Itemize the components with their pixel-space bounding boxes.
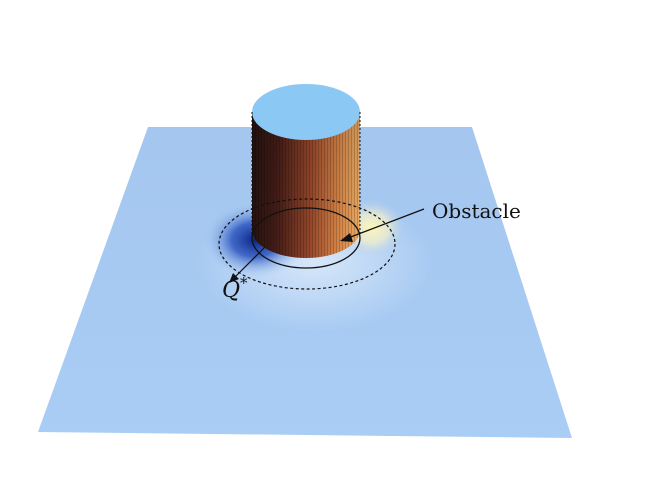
q-region-boundary bbox=[218, 198, 396, 290]
obstacle-label: Obstacle bbox=[432, 199, 521, 223]
obstacle-footprint bbox=[251, 207, 361, 269]
q-label: Q* bbox=[222, 274, 248, 303]
obstacle-cylinder bbox=[251, 84, 361, 258]
cylinder-top bbox=[252, 84, 360, 140]
q-radius-arrow bbox=[229, 246, 266, 283]
obstacle-arrow bbox=[340, 208, 425, 242]
